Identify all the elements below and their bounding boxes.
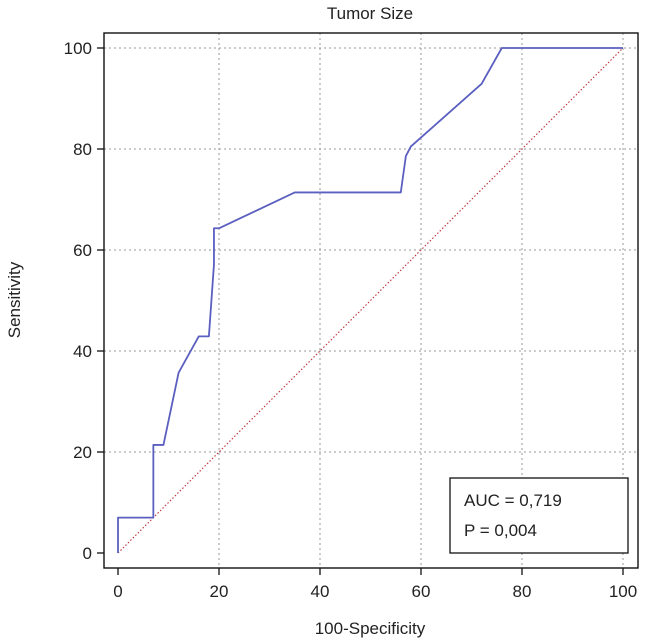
x-tick-label: 40 xyxy=(311,582,330,601)
x-tick-label: 80 xyxy=(513,582,532,601)
y-tick-label: 80 xyxy=(73,140,92,159)
y-tick-label: 100 xyxy=(64,39,92,58)
y-tick-label: 20 xyxy=(73,443,92,462)
roc-curve-line xyxy=(117,47,623,553)
p-value: P = 0,004 xyxy=(464,521,537,540)
y-tick-label: 60 xyxy=(73,241,92,260)
x-tick-label: 0 xyxy=(113,582,122,601)
chart-title: Tumor Size xyxy=(327,4,413,23)
auc-value: AUC = 0,719 xyxy=(464,491,562,510)
series-layer xyxy=(117,47,624,554)
x-axis-label: 100-Specificity xyxy=(315,619,426,638)
x-tick-label: 20 xyxy=(210,582,229,601)
x-tick-label: 60 xyxy=(412,582,431,601)
auc-annotation-box: AUC = 0,719 P = 0,004 xyxy=(449,477,629,554)
y-axis-label: Sensitivity xyxy=(5,261,24,338)
x-axis: 0 20 40 60 80 100 xyxy=(113,568,637,601)
y-tick-label: 0 xyxy=(83,544,92,563)
x-tick-label: 100 xyxy=(609,582,637,601)
annotation-frame xyxy=(449,477,629,554)
reference-diagonal-line xyxy=(117,47,624,554)
plot-frame xyxy=(103,32,639,569)
y-tick-label: 40 xyxy=(73,342,92,361)
y-axis: 0 20 40 60 80 100 xyxy=(64,39,104,563)
